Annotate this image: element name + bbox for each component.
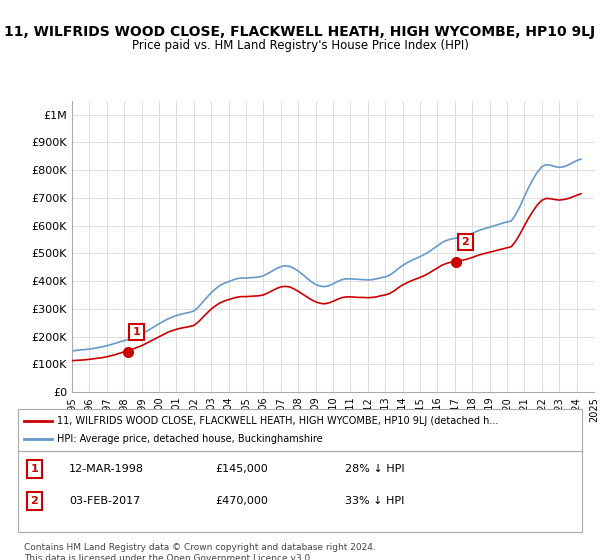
- Text: 2: 2: [31, 496, 38, 506]
- Text: Price paid vs. HM Land Registry's House Price Index (HPI): Price paid vs. HM Land Registry's House …: [131, 39, 469, 52]
- Text: 28% ↓ HPI: 28% ↓ HPI: [345, 464, 405, 474]
- Text: Contains HM Land Registry data © Crown copyright and database right 2024.
This d: Contains HM Land Registry data © Crown c…: [24, 543, 376, 560]
- Text: 33% ↓ HPI: 33% ↓ HPI: [345, 496, 404, 506]
- Text: 1: 1: [133, 327, 140, 337]
- Text: £145,000: £145,000: [215, 464, 268, 474]
- Text: 1: 1: [31, 464, 38, 474]
- Text: HPI: Average price, detached house, Buckinghamshire: HPI: Average price, detached house, Buck…: [58, 434, 323, 444]
- Text: 11, WILFRIDS WOOD CLOSE, FLACKWELL HEATH, HIGH WYCOMBE, HP10 9LJ (detached h...: 11, WILFRIDS WOOD CLOSE, FLACKWELL HEATH…: [58, 416, 499, 426]
- Text: £470,000: £470,000: [215, 496, 268, 506]
- Text: 03-FEB-2017: 03-FEB-2017: [69, 496, 140, 506]
- Text: 2: 2: [461, 237, 469, 247]
- Text: 11, WILFRIDS WOOD CLOSE, FLACKWELL HEATH, HIGH WYCOMBE, HP10 9LJ: 11, WILFRIDS WOOD CLOSE, FLACKWELL HEATH…: [4, 25, 596, 39]
- Text: 12-MAR-1998: 12-MAR-1998: [69, 464, 144, 474]
